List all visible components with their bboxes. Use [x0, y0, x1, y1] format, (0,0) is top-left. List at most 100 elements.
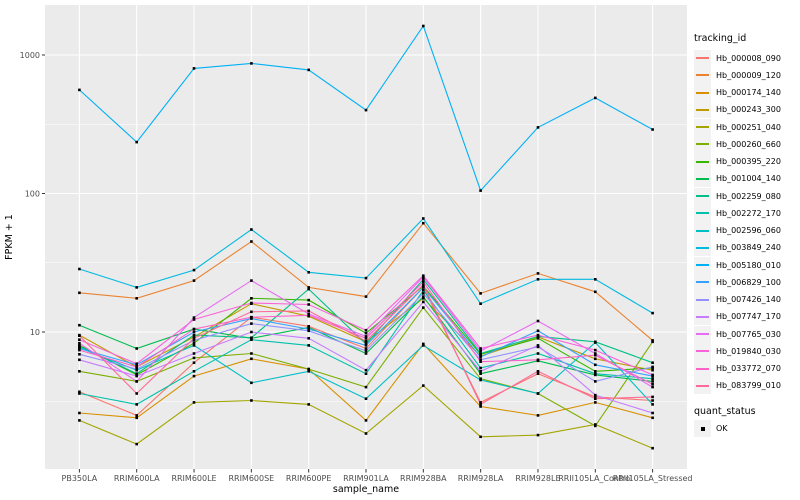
data-point: [307, 344, 310, 347]
data-point: [192, 333, 196, 337]
legend-item-label: Hb_002259_080: [716, 191, 781, 201]
data-point: [536, 272, 540, 275]
legend-key-swatch: [694, 256, 711, 274]
data-point: [422, 278, 425, 281]
legend-line-icon: [696, 91, 709, 94]
data-point: [364, 342, 368, 346]
legend-item-Hb_007747_170: Hb_007747_170: [694, 308, 781, 326]
data-point: [135, 403, 138, 406]
data-point: [364, 337, 368, 340]
data-point: [651, 385, 654, 389]
data-point: [422, 286, 425, 289]
data-point: [135, 367, 138, 371]
data-point: [594, 372, 597, 375]
data-point: [135, 374, 138, 378]
data-point: [192, 337, 196, 340]
data-point: [536, 392, 540, 395]
data-point: [479, 360, 482, 363]
legend-key-swatch: [694, 222, 711, 239]
x-tick-label: RRII105LA_Stressed: [613, 474, 693, 483]
data-point: [594, 363, 597, 367]
data-point: [479, 349, 482, 353]
data-point: [594, 395, 597, 399]
legend-line-icon: [696, 108, 709, 111]
data-point: [651, 368, 654, 372]
legend-item-Hb_000251_040: Hb_000251_040: [694, 118, 781, 136]
legend-line-icon: [696, 298, 709, 301]
data-point: [536, 329, 540, 333]
data-point: [594, 357, 597, 361]
legend-line-icon: [696, 350, 709, 353]
data-point: [135, 347, 138, 350]
data-point: [651, 311, 654, 315]
data-point: [135, 414, 138, 417]
data-point: [594, 424, 597, 428]
data-point: [651, 377, 654, 380]
data-point: [78, 411, 81, 415]
data-point: [364, 372, 368, 375]
data-point: [594, 290, 597, 294]
data-point: [594, 380, 597, 383]
legend-item-label: Hb_007765_030: [716, 329, 781, 339]
data-point: [536, 344, 540, 347]
legend-item-Hb_000174_140: Hb_000174_140: [694, 84, 781, 101]
data-point: [250, 301, 253, 305]
data-point: [250, 62, 253, 65]
data-point: [536, 126, 540, 129]
legend-item-label: Hb_001004_140: [716, 174, 781, 184]
data-point: [250, 352, 253, 355]
data-point: [364, 432, 368, 435]
legend-key-swatch: [694, 153, 711, 170]
x-tick-label: RRIM600SE: [228, 474, 274, 483]
data-point: [422, 300, 425, 304]
data-point: [78, 344, 81, 348]
y-axis-title: FPKM + 1: [4, 214, 15, 260]
data-point: [651, 416, 654, 420]
legend-item-quant-ok: OK: [694, 420, 728, 437]
data-point: [594, 370, 597, 373]
data-point: [594, 341, 597, 344]
data-point: [594, 352, 597, 355]
data-point: [250, 228, 253, 231]
x-tick-label: RRIM600PE: [286, 474, 332, 483]
legend-item-Hb_000009_120: Hb_000009_120: [694, 66, 781, 84]
y-tick-label: 1000: [20, 51, 40, 60]
data-point: [422, 384, 425, 387]
data-point: [651, 399, 654, 402]
x-tick-label: RRIM928BA: [400, 474, 447, 483]
legend-item-Hb_006829_100: Hb_006829_100: [694, 273, 781, 291]
x-tick-label: RRIM600LE: [171, 474, 216, 483]
data-point: [307, 367, 310, 371]
legend-line-icon: [696, 384, 709, 387]
data-point: [422, 295, 425, 298]
data-point: [307, 286, 310, 289]
quant-ok-key: [694, 420, 711, 437]
data-point: [192, 268, 196, 272]
data-point: [651, 128, 654, 131]
data-point: [651, 340, 654, 344]
data-point: [364, 276, 368, 280]
data-point: [135, 362, 138, 365]
legend-item-Hb_007765_030: Hb_007765_030: [694, 325, 781, 343]
legend-item-Hb_001004_140: Hb_001004_140: [694, 170, 781, 188]
legend-item-Hb_000008_090: Hb_000008_090: [694, 49, 781, 67]
data-point: [479, 189, 482, 192]
legend-line-icon: [696, 160, 709, 163]
data-point: [192, 374, 196, 378]
data-point: [307, 271, 310, 274]
legend-item-label: Hb_003849_240: [716, 243, 781, 253]
x-axis-title: sample_name: [333, 484, 399, 495]
data-point: [422, 344, 425, 347]
data-point: [78, 353, 81, 356]
legend-item-Hb_002259_080: Hb_002259_080: [694, 187, 781, 205]
legend-item-label: Hb_002596_060: [716, 226, 781, 235]
legend-item-label: Hb_007426_140: [716, 295, 781, 304]
data-point: [78, 348, 81, 352]
data-point: [422, 24, 425, 28]
legend-item-Hb_002272_170: Hb_002272_170: [694, 204, 781, 222]
legend-item-Hb_000243_300: Hb_000243_300: [694, 101, 781, 119]
data-point: [78, 370, 81, 373]
legend-line-icon: [696, 315, 709, 318]
data-point: [651, 361, 654, 364]
data-point: [651, 382, 654, 386]
